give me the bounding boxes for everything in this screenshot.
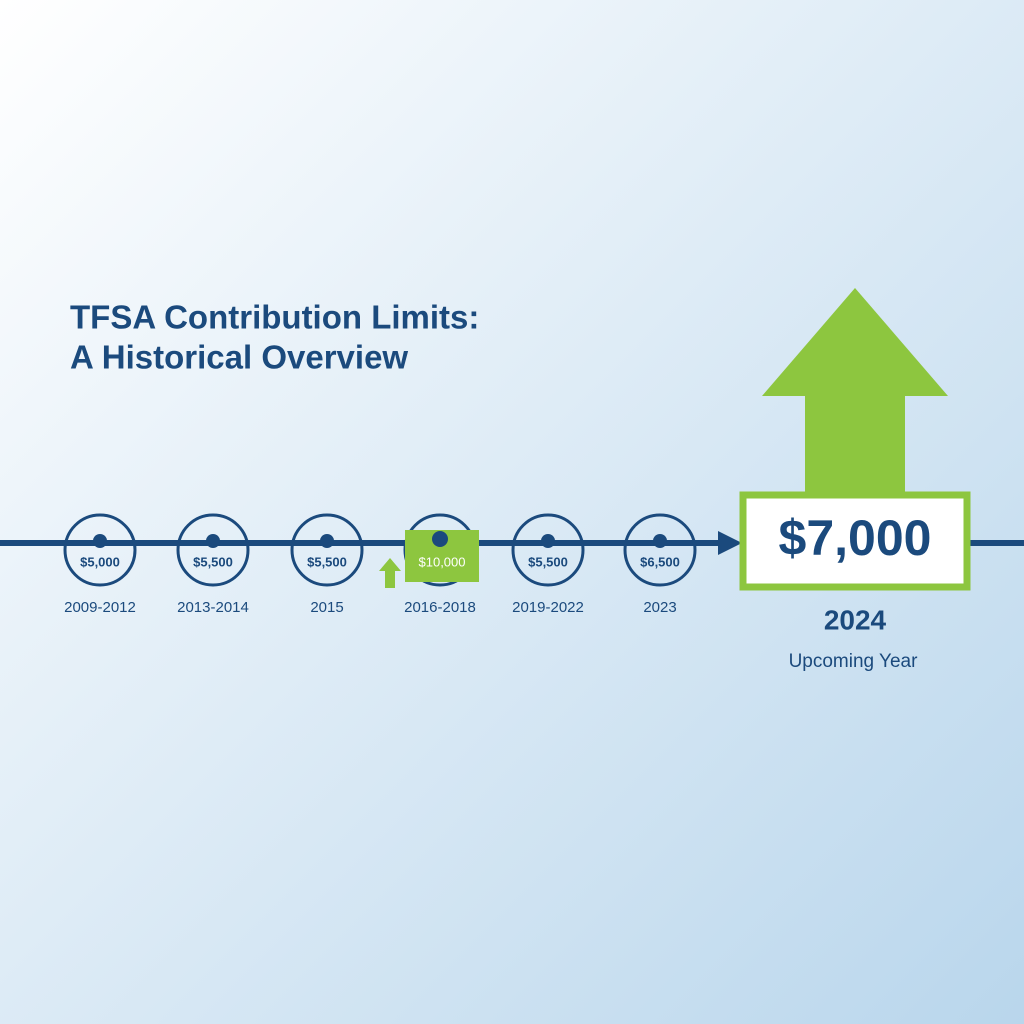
timeline-dot [541,534,555,548]
amount-label: $5,000 [80,554,120,569]
timeline-arrowhead [718,531,742,555]
timeline-dot [432,531,448,547]
highlight-note: Upcoming Year [789,651,919,672]
timeline-dot [320,534,334,548]
amount-label: $5,500 [193,554,233,569]
small-up-arrow [379,558,401,588]
amount-label: $5,500 [528,554,568,569]
period-label: 2016-2018 [404,599,476,616]
period-label: 2009-2012 [64,599,136,616]
amount-label: $10,000 [419,554,466,569]
timeline-circle [176,513,250,587]
timeline-items: $5,000 2009-2012 $5,500 2013-2014 $5,500 2015… [63,513,697,616]
up-arrow-head [762,288,948,396]
up-arrow-shaft [805,394,905,496]
title-line: TFSA Contribution Limits: [70,299,479,336]
timeline-dot [653,534,667,548]
timeline-dot [206,534,220,548]
highlight-amount: $7,000 [779,510,932,566]
highlight-box [739,491,971,591]
highlight-year: 2024 [824,604,887,635]
timeline-circle [511,513,585,587]
amount-label: $6,500 [640,554,680,569]
timeline-circle [63,513,137,587]
title-line: A Historical Overview [70,339,408,376]
period-label: 2015 [310,599,343,616]
period-label: 2019-2022 [512,599,584,616]
period-label: 2023 [643,599,676,616]
amount-label: $5,500 [307,554,347,569]
timeline-circle [290,513,364,587]
period-label: 2013-2014 [177,599,249,616]
timeline-circle [623,513,697,587]
timeline-dot [93,534,107,548]
